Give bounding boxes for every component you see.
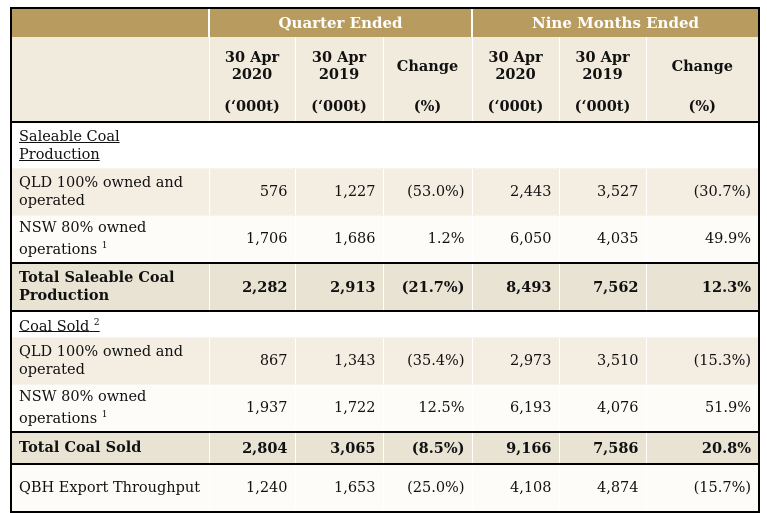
cell-value: 9,166 xyxy=(471,431,560,465)
col-header-n-change: Change xyxy=(645,37,761,91)
row-label-qbh: QBH Export Throughput xyxy=(10,464,210,513)
label-unit-cell xyxy=(10,91,210,123)
cell-value: (53.0%) xyxy=(382,168,473,216)
col-header-line2: 2020 xyxy=(495,66,536,83)
row-label-qld-sold: QLD 100% owned and operated xyxy=(10,337,210,385)
cell-value: 4,035 xyxy=(558,215,647,264)
column-header-row: 30 Apr 2020 30 Apr 2019 Change 30 Apr 2020 … xyxy=(10,37,761,91)
col-header-n2020: 30 Apr 2020 xyxy=(471,37,560,91)
cell-value: 3,510 xyxy=(558,337,647,385)
section-row-saleable: Saleable Coal Production xyxy=(10,122,761,169)
cell-value: 3,065 xyxy=(294,431,384,465)
col-header-line1: 30 Apr xyxy=(488,49,543,66)
quarter-ended-header: Quarter Ended xyxy=(208,7,472,37)
row-label-qld-saleable: QLD 100% owned and operated xyxy=(10,168,210,216)
unit-n2020: (‘000t) xyxy=(471,91,560,123)
cell-value: 2,443 xyxy=(471,168,560,216)
label-header-cell xyxy=(10,37,210,91)
cell-value: 6,050 xyxy=(471,215,560,264)
cell-value: (25.0%) xyxy=(382,464,473,513)
col-header-line1: 30 Apr xyxy=(224,49,280,66)
cell-value: (35.4%) xyxy=(382,337,473,385)
cell-value: 4,076 xyxy=(558,384,647,433)
cell-value: 8,493 xyxy=(471,262,560,312)
col-header-line2: 2020 xyxy=(231,66,273,83)
coal-table: Quarter Ended Nine Months Ended 30 Apr 20… xyxy=(10,7,761,513)
col-header-line1: Change xyxy=(396,57,459,75)
table-row: QLD 100% owned and operated 867 1,343 (3… xyxy=(10,337,761,385)
footnote-marker: 2 xyxy=(93,317,100,328)
cell-value: 6,193 xyxy=(471,384,560,433)
row-label-nsw-saleable: NSW 80% owned operations 1 xyxy=(10,215,210,264)
cell-value: 867 xyxy=(208,337,296,385)
col-header-line1: 30 Apr xyxy=(311,49,367,66)
total-row-saleable: Total Saleable Coal Production 2,282 2,9… xyxy=(10,262,761,312)
cell-value: 1,343 xyxy=(294,337,384,385)
footnote-marker: 1 xyxy=(101,410,108,421)
group-header-row: Quarter Ended Nine Months Ended xyxy=(10,7,761,37)
cell-value: 3,527 xyxy=(558,168,647,216)
cell-value: 1.2% xyxy=(382,215,473,264)
col-header-q2020: 30 Apr 2020 xyxy=(208,37,296,91)
cell-value: (8.5%) xyxy=(382,431,473,465)
cell-value: 2,913 xyxy=(294,262,384,312)
row-label-total-sold: Total Coal Sold xyxy=(10,431,210,465)
corner-cell xyxy=(10,7,209,37)
cell-value: 1,722 xyxy=(294,384,384,433)
cell-value: 1,686 xyxy=(294,215,384,264)
cell-value: (30.7%) xyxy=(645,168,761,216)
col-header-line1: Change xyxy=(671,57,733,75)
cell-value: 51.9% xyxy=(645,384,761,433)
cell-value: (15.7%) xyxy=(645,464,761,513)
table-row: NSW 80% owned operations 1 1,937 1,722 1… xyxy=(10,384,761,433)
unit-n2019: (‘000t) xyxy=(558,91,647,123)
table-row: QBH Export Throughput 1,240 1,653 (25.0%… xyxy=(10,464,761,513)
col-header-q-change: Change xyxy=(382,37,473,91)
cell-value: 12.5% xyxy=(382,384,473,433)
cell-value: 1,706 xyxy=(208,215,296,264)
cell-value: 2,804 xyxy=(208,431,296,465)
cell-value: 20.8% xyxy=(645,431,761,465)
unit-q-change: (%) xyxy=(382,91,473,123)
col-header-n2019: 30 Apr 2019 xyxy=(558,37,647,91)
cell-value: 7,586 xyxy=(558,431,647,465)
cell-value: 4,874 xyxy=(558,464,647,513)
col-header-line2: 2019 xyxy=(582,66,623,83)
row-label-text: NSW 80% owned operations xyxy=(19,389,147,427)
cell-value: 2,282 xyxy=(208,262,296,312)
cell-value: 2,973 xyxy=(471,337,560,385)
nine-months-ended-header: Nine Months Ended xyxy=(470,7,761,37)
footnote-marker: 1 xyxy=(101,241,108,252)
cell-value: 1,227 xyxy=(294,168,384,216)
cell-value: (21.7%) xyxy=(382,262,473,312)
row-label-total-saleable: Total Saleable Coal Production xyxy=(10,262,210,312)
cell-value: 576 xyxy=(208,168,296,216)
unit-header-row: (‘000t) (‘000t) (%) (‘000t) (‘000t) (%) xyxy=(10,91,761,123)
col-header-line2: 2019 xyxy=(318,66,360,83)
cell-value: 49.9% xyxy=(645,215,761,264)
cell-value: 12.3% xyxy=(645,262,761,312)
cell-value: 4,108 xyxy=(471,464,560,513)
section-row-sold: Coal Sold 2 xyxy=(10,311,761,338)
section-title-saleable: Saleable Coal Production xyxy=(10,122,210,169)
cell-value: 1,937 xyxy=(208,384,296,433)
table-row: NSW 80% owned operations 1 1,706 1,686 1… xyxy=(10,215,761,264)
col-header-line1: 30 Apr xyxy=(575,49,630,66)
total-row-sold: Total Coal Sold 2,804 3,065 (8.5%) 9,166… xyxy=(10,431,761,465)
cell-value: 7,562 xyxy=(558,262,647,312)
cell-value: 1,240 xyxy=(208,464,296,513)
unit-q2020: (‘000t) xyxy=(208,91,296,123)
section-title-text: Coal Sold xyxy=(19,318,90,335)
cell-value: (15.3%) xyxy=(645,337,761,385)
cell-value: 1,653 xyxy=(294,464,384,513)
section-title-sold: Coal Sold 2 xyxy=(10,311,210,338)
row-label-nsw-sold: NSW 80% owned operations 1 xyxy=(10,384,210,433)
table-row: QLD 100% owned and operated 576 1,227 (5… xyxy=(10,168,761,216)
col-header-q2019: 30 Apr 2019 xyxy=(294,37,384,91)
row-label-text: NSW 80% owned operations xyxy=(19,220,147,258)
unit-n-change: (%) xyxy=(645,91,761,123)
unit-q2019: (‘000t) xyxy=(294,91,384,123)
